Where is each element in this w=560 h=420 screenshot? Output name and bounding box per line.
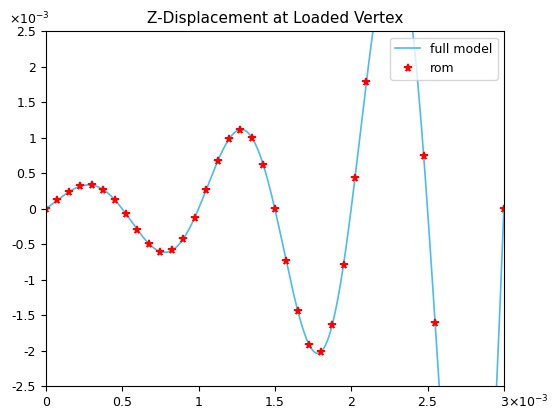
Text: $\times10^{-3}$: $\times10^{-3}$: [508, 394, 549, 410]
full model: [348, 202, 355, 207]
rom: [169, 248, 175, 253]
full model: [124, 213, 130, 218]
Legend: full model, rom: full model, rom: [390, 38, 498, 80]
rom: [123, 211, 129, 216]
rom: [409, 24, 416, 29]
rom: [318, 349, 324, 354]
Title: Z-Displacement at Loaded Vertex: Z-Displacement at Loaded Vertex: [147, 11, 403, 26]
rom: [375, 0, 381, 1]
rom: [501, 206, 507, 211]
rom: [432, 321, 438, 326]
rom: [88, 183, 95, 188]
rom: [237, 127, 244, 132]
rom: [272, 206, 278, 211]
rom: [214, 159, 221, 164]
full model: [250, 137, 256, 142]
rom: [43, 206, 49, 211]
rom: [134, 227, 141, 232]
rom: [157, 249, 164, 254]
rom: [226, 136, 232, 142]
rom: [192, 215, 198, 220]
rom: [111, 197, 118, 202]
rom: [421, 153, 427, 158]
Line: full model: full model: [46, 0, 504, 420]
rom: [352, 176, 358, 181]
rom: [180, 236, 186, 241]
Text: $\times10^{-3}$: $\times10^{-3}$: [9, 11, 50, 27]
rom: [66, 189, 72, 194]
rom: [100, 187, 106, 192]
rom: [249, 135, 255, 140]
rom: [77, 184, 83, 189]
rom: [54, 198, 60, 203]
rom: [146, 241, 152, 246]
rom: [340, 262, 347, 267]
Line: rom: rom: [42, 0, 508, 420]
rom: [329, 323, 335, 328]
full model: [501, 206, 507, 211]
full model: [43, 206, 49, 211]
rom: [306, 342, 312, 347]
rom: [363, 79, 370, 84]
rom: [283, 259, 290, 264]
rom: [295, 308, 301, 313]
full model: [160, 250, 167, 255]
rom: [260, 163, 267, 168]
full model: [312, 350, 319, 355]
rom: [203, 187, 209, 192]
